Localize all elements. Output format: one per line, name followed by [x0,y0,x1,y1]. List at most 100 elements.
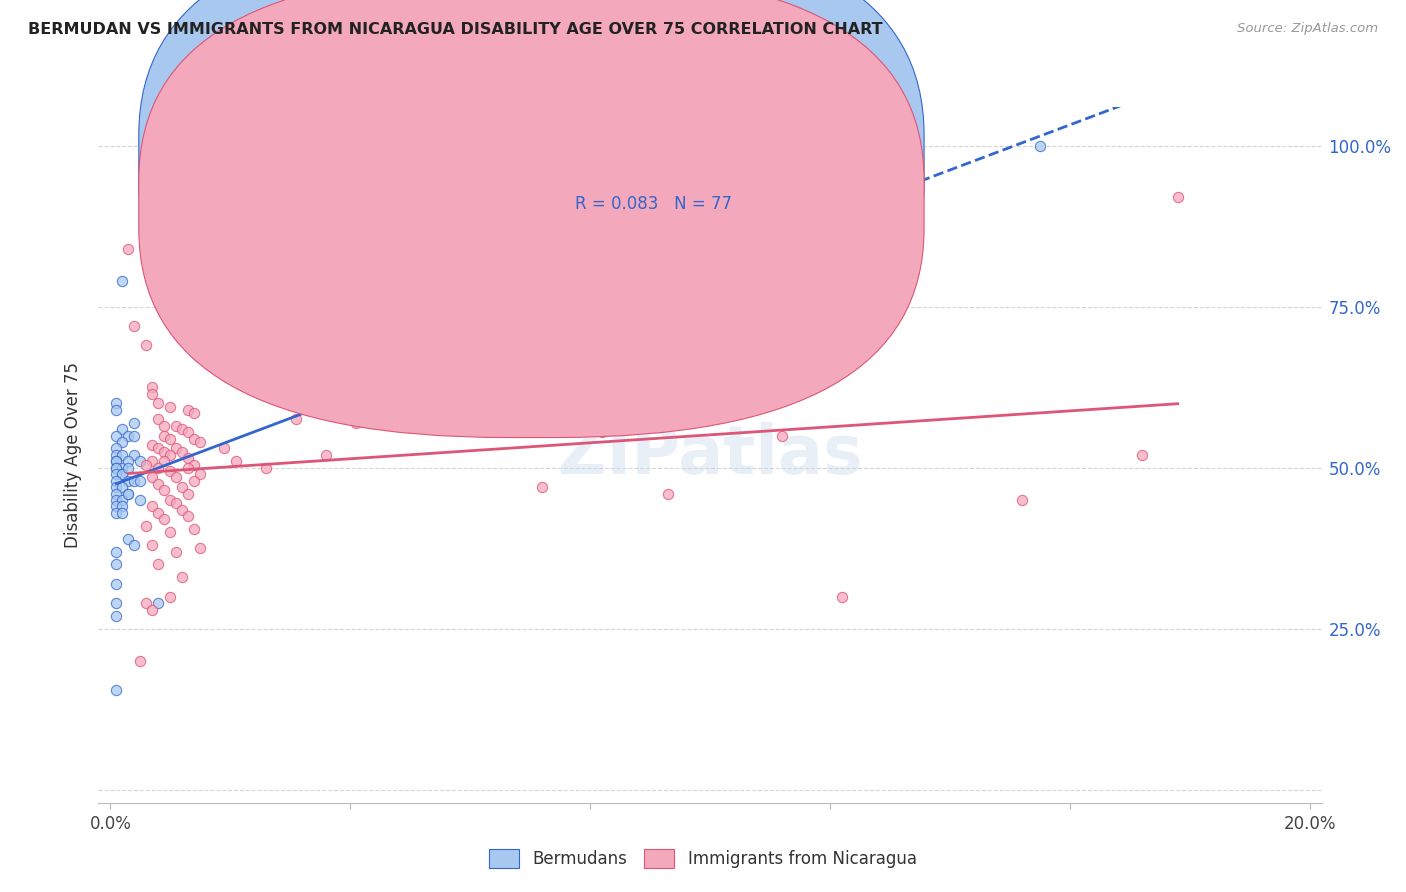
Point [177,460,200,475]
Point [148,442,170,456]
Point [141,438,163,452]
Point [124,416,146,430]
Point [141,500,163,514]
Point [188,435,211,450]
Point [117,474,139,488]
Point [105,506,128,520]
Point [1167,190,1189,204]
Point [159,464,181,478]
Text: Source: ZipAtlas.com: Source: ZipAtlas.com [1237,22,1378,36]
Point [111,467,134,482]
Point [105,544,128,558]
Point [124,538,146,552]
Point [177,402,200,417]
Point [285,412,308,426]
Point [148,558,170,572]
FancyBboxPatch shape [484,121,827,235]
Point [165,442,187,456]
Point [165,419,187,434]
Point [141,470,163,484]
Point [172,444,194,458]
Point [111,448,134,462]
Point [153,454,176,468]
Point [105,558,128,572]
Point [129,654,152,668]
Point [105,683,128,698]
Point [135,338,157,352]
Text: ZIPatlas: ZIPatlas [558,422,862,488]
Point [148,476,170,491]
Point [129,474,152,488]
Point [111,500,134,514]
Point [148,506,170,520]
Point [105,467,128,482]
Point [172,502,194,516]
Point [117,428,139,442]
Point [111,435,134,450]
Point [315,448,337,462]
Point [159,432,181,446]
Point [105,576,128,591]
Point [153,512,176,526]
Point [105,500,128,514]
Point [105,596,128,610]
Point [165,470,187,484]
Point [159,525,181,540]
Point [1130,448,1153,462]
Y-axis label: Disability Age Over 75: Disability Age Over 75 [65,362,83,548]
Point [148,460,170,475]
Point [105,480,128,494]
Point [105,493,128,508]
Point [177,451,200,466]
Point [117,486,139,500]
Point [183,406,205,420]
Point [183,474,205,488]
Point [105,454,128,468]
Point [105,448,128,462]
Point [141,454,163,468]
Point [657,486,679,500]
Text: R = 0.083   N = 77: R = 0.083 N = 77 [575,195,733,213]
Point [1029,138,1052,153]
Point [1011,493,1033,508]
Point [159,590,181,604]
Point [153,444,176,458]
Point [141,538,163,552]
Legend: Bermudans, Immigrants from Nicaragua: Bermudans, Immigrants from Nicaragua [482,842,924,875]
Point [124,319,146,334]
FancyBboxPatch shape [139,0,924,438]
Point [225,454,247,468]
Point [111,467,134,482]
Point [531,480,554,494]
Point [117,532,139,546]
Point [135,458,157,472]
Point [153,483,176,498]
Point [172,570,194,584]
Point [183,458,205,472]
Point [141,380,163,394]
Point [153,428,176,442]
Point [501,364,523,378]
Point [153,419,176,434]
Point [188,467,211,482]
Point [148,158,170,172]
Point [105,428,128,442]
Point [165,496,187,510]
Point [159,400,181,414]
Point [135,596,157,610]
Point [135,518,157,533]
Point [172,480,194,494]
Point [177,425,200,440]
Point [214,442,236,456]
Point [105,460,128,475]
Point [159,448,181,462]
Point [344,416,367,430]
Point [105,442,128,456]
Point [148,396,170,410]
Point [183,432,205,446]
Point [375,396,398,410]
Point [441,348,464,362]
Text: R = 0.455   N = 51: R = 0.455 N = 51 [575,150,733,169]
FancyBboxPatch shape [139,0,924,392]
Point [159,493,181,508]
